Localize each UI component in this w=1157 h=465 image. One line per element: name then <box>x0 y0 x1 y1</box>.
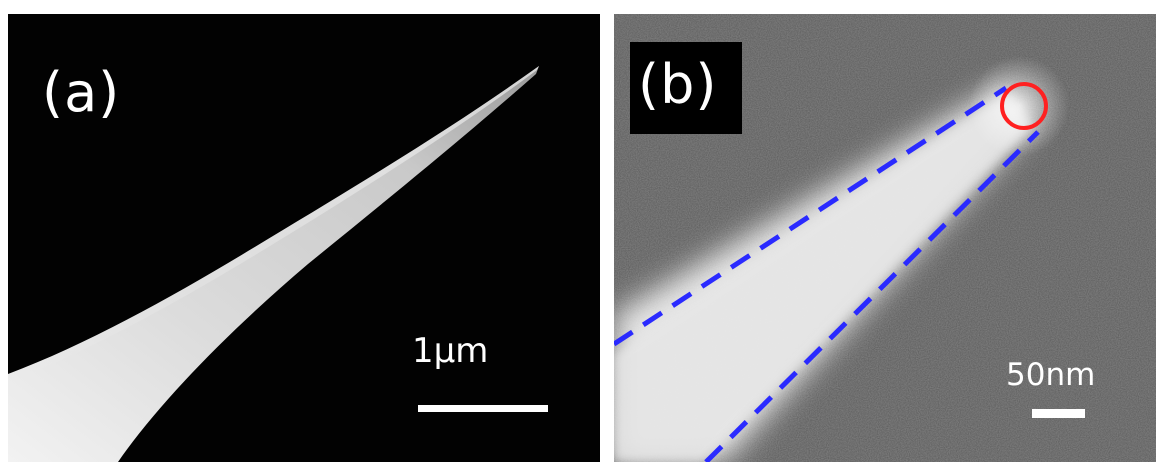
panel-label-a: (a) <box>42 61 121 124</box>
panel-a-sem-image: (a) 1μm <box>8 14 600 462</box>
tip-overview-image <box>8 66 539 462</box>
dashed-outline-upper <box>614 85 1008 347</box>
needle-tip <box>8 66 539 462</box>
panel-label-b: (b) <box>638 53 718 116</box>
panel-label-background <box>630 42 742 134</box>
apex-circle-marker <box>1000 82 1048 130</box>
dashed-outline-lower <box>704 130 1040 462</box>
scale-bar-label-a: 1μm <box>412 331 489 371</box>
scale-bar-a <box>418 405 548 412</box>
scale-bar-b <box>1032 409 1085 418</box>
scale-bar-label-b: 50nm <box>1006 357 1096 393</box>
panel-b-sem-image: (b) 50nm <box>614 14 1156 462</box>
